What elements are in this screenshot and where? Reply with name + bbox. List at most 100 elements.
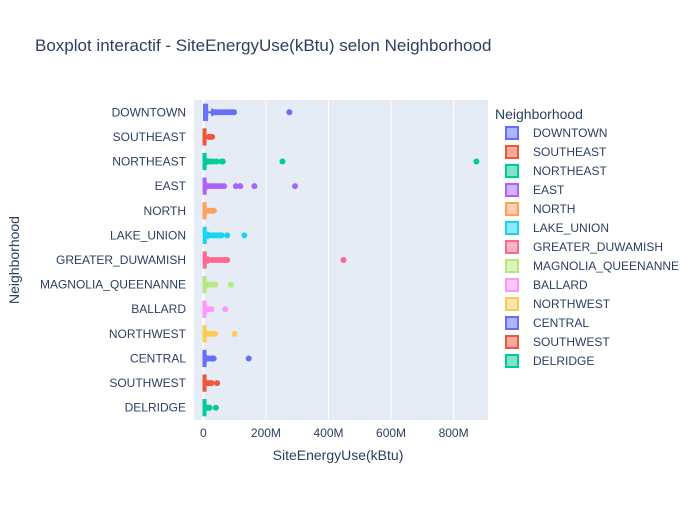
outlier-point (210, 207, 217, 214)
outlier-point (208, 380, 215, 387)
y-tick-labels: DOWNTOWN SOUTHEAST NORTHEAST EAST NORTH LAKE_… (40, 105, 187, 414)
outlier-point (279, 158, 286, 165)
outlier-point (473, 158, 480, 165)
box-trace[interactable] (202, 374, 221, 392)
legend-swatch (505, 335, 519, 349)
box-trace[interactable] (202, 275, 234, 294)
legend-item[interactable]: NORTHEAST (505, 164, 607, 178)
y-tick-label: SOUTHEAST (113, 130, 187, 144)
outlier-point (224, 232, 231, 239)
x-tick-labels: 0 200M 400M 600M 800M (200, 426, 469, 440)
legend-swatch (505, 259, 519, 273)
legend-swatch (505, 202, 519, 216)
outlier-point (292, 183, 299, 190)
outlier-point (212, 330, 219, 337)
box-trace[interactable] (202, 251, 347, 269)
legend-label: CENTRAL (533, 316, 589, 330)
legend-label: EAST (533, 183, 565, 197)
legend-label: SOUTHWEST (533, 335, 610, 349)
x-tick-label: 400M (313, 426, 343, 440)
legend-label: MAGNOLIA_QUEENANNE (533, 259, 679, 273)
legend-item[interactable]: SOUTHEAST (505, 145, 607, 159)
outlier-point (232, 183, 239, 190)
legend-swatch (505, 316, 519, 330)
legend-item[interactable]: SOUTHWEST (505, 335, 610, 349)
y-tick-label: NORTH (144, 204, 186, 218)
y-tick-label: NORTHWEST (109, 327, 187, 341)
legend-label: BALLARD (533, 278, 588, 292)
outlier-point (206, 404, 213, 411)
box-traces (202, 103, 480, 417)
legend-item[interactable]: GREATER_DUWAMISH (505, 240, 663, 254)
legend-item[interactable]: CENTRAL (505, 316, 589, 330)
legend-label: NORTHWEST (533, 297, 611, 311)
y-tick-label: SOUTHWEST (109, 376, 186, 390)
box-trace[interactable] (202, 226, 248, 245)
legend-item[interactable]: LAKE_UNION (505, 221, 609, 235)
outlier-point (241, 232, 248, 239)
legend-title: Neighborhood (495, 106, 583, 122)
outlier-point (227, 281, 234, 288)
outlier-point (213, 158, 220, 165)
box-trace[interactable] (202, 202, 217, 220)
legend-item[interactable]: NORTHWEST (505, 297, 611, 311)
legend-label: DELRIDGE (533, 354, 594, 368)
y-tick-label: LAKE_UNION (110, 228, 186, 242)
outlier-point (231, 330, 238, 337)
outlier-point (340, 257, 347, 263)
chart-title: Boxplot interactif - SiteEnergyUse(kBtu)… (35, 36, 491, 55)
y-tick-label: DELRIDGE (125, 401, 186, 415)
legend-label: SOUTHEAST (533, 145, 607, 159)
legend-item[interactable]: NORTH (505, 202, 575, 216)
x-tick-label: 800M (439, 426, 469, 440)
box-trace[interactable] (202, 300, 229, 318)
y-tick-label: EAST (155, 179, 187, 193)
legend-swatch (505, 126, 519, 140)
box-trace[interactable] (202, 128, 216, 146)
legend-label: LAKE_UNION (533, 221, 609, 235)
x-tick-label: 600M (376, 426, 406, 440)
legend-swatch (505, 354, 519, 368)
legend-swatch (505, 240, 519, 254)
outlier-point (286, 109, 293, 116)
outlier-point (224, 257, 231, 263)
legend-label: DOWNTOWN (533, 126, 607, 140)
box-trace[interactable] (203, 103, 293, 121)
box-trace[interactable] (202, 152, 480, 171)
legend-swatch (505, 221, 519, 235)
legend-label: GREATER_DUWAMISH (533, 240, 663, 254)
legend-label: NORTH (533, 202, 575, 216)
legend-swatch (505, 183, 519, 197)
x-tick-label: 200M (251, 426, 281, 440)
y-tick-label: CENTRAL (130, 351, 186, 365)
outlier-point (209, 133, 216, 140)
box-trace[interactable] (202, 325, 238, 343)
y-axis-label: Neighborhood (6, 216, 22, 304)
box-trace[interactable] (202, 399, 219, 417)
outlier-point (231, 109, 238, 116)
legend-swatch (505, 297, 519, 311)
y-tick-label: MAGNOLIA_QUEENANNE (40, 278, 186, 292)
outlier-point (208, 306, 215, 313)
legend-item[interactable]: DOWNTOWN (505, 126, 607, 140)
x-axis-label: SiteEnergyUse(kBtu) (273, 447, 404, 463)
box-trace[interactable] (202, 349, 252, 368)
legend-item[interactable]: DELRIDGE (505, 354, 594, 368)
legend-item[interactable]: BALLARD (505, 278, 588, 292)
outlier-point (222, 306, 229, 313)
legend-item[interactable]: MAGNOLIA_QUEENANNE (505, 259, 679, 273)
outlier-point (221, 183, 228, 190)
y-tick-label: DOWNTOWN (112, 105, 186, 119)
outlier-point (251, 183, 258, 190)
legend-swatch (505, 164, 519, 178)
outlier-point (212, 404, 219, 411)
legend-swatch (505, 278, 519, 292)
outlier-point (237, 183, 244, 190)
y-tick-label: GREATER_DUWAMISH (56, 253, 186, 267)
outlier-point (245, 355, 252, 362)
box-trace[interactable] (202, 177, 299, 195)
outlier-point (214, 380, 221, 387)
legend-item[interactable]: EAST (505, 183, 565, 197)
